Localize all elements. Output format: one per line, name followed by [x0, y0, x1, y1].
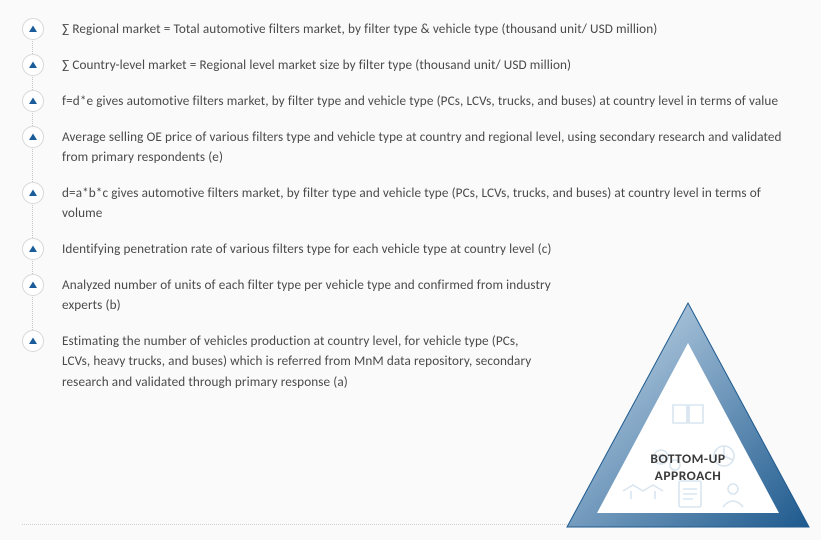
- item-text: f=d*e gives automotive filters market, b…: [62, 90, 778, 111]
- triangle-label-line2: APPROACH: [655, 467, 722, 484]
- bullet-icon: [22, 238, 44, 260]
- list-item: f=d*e gives automotive filters market, b…: [22, 90, 799, 126]
- bullet-icon: [22, 126, 44, 148]
- item-text: ∑ Regional market = Total automotive fil…: [62, 18, 657, 39]
- list-item: Estimating the number of vehicles produc…: [22, 330, 799, 398]
- bullet-icon: [22, 182, 44, 204]
- bullet-icon: [22, 18, 44, 40]
- baseline-divider: [22, 524, 799, 525]
- item-text: Estimating the number of vehicles produc…: [62, 330, 542, 392]
- bullet-icon: [22, 54, 44, 76]
- triangle-label: BOTTOM-UP APPROACH: [650, 451, 725, 485]
- item-text: Identifying penetration rate of various …: [62, 238, 552, 259]
- item-text: d=a*b*c gives automotive filters market,…: [62, 182, 799, 224]
- bullet-icon: [22, 90, 44, 112]
- list-item: Analyzed number of units of each filter …: [22, 274, 799, 330]
- item-text: Analyzed number of units of each filter …: [62, 274, 572, 316]
- list-item: ∑ Regional market = Total automotive fil…: [22, 18, 799, 54]
- bullet-icon: [22, 274, 44, 296]
- list-item: d=a*b*c gives automotive filters market,…: [22, 182, 799, 238]
- bullet-icon: [22, 330, 44, 352]
- list-item: Identifying penetration rate of various …: [22, 238, 799, 274]
- item-text: ∑ Country-level market = Regional level …: [62, 54, 571, 75]
- item-text: Average selling OE price of various filt…: [62, 126, 799, 168]
- list-item: Average selling OE price of various filt…: [22, 126, 799, 182]
- list-item: ∑ Country-level market = Regional level …: [22, 54, 799, 90]
- methodology-list: ∑ Regional market = Total automotive fil…: [22, 18, 799, 398]
- triangle-label-line1: BOTTOM-UP: [650, 450, 725, 467]
